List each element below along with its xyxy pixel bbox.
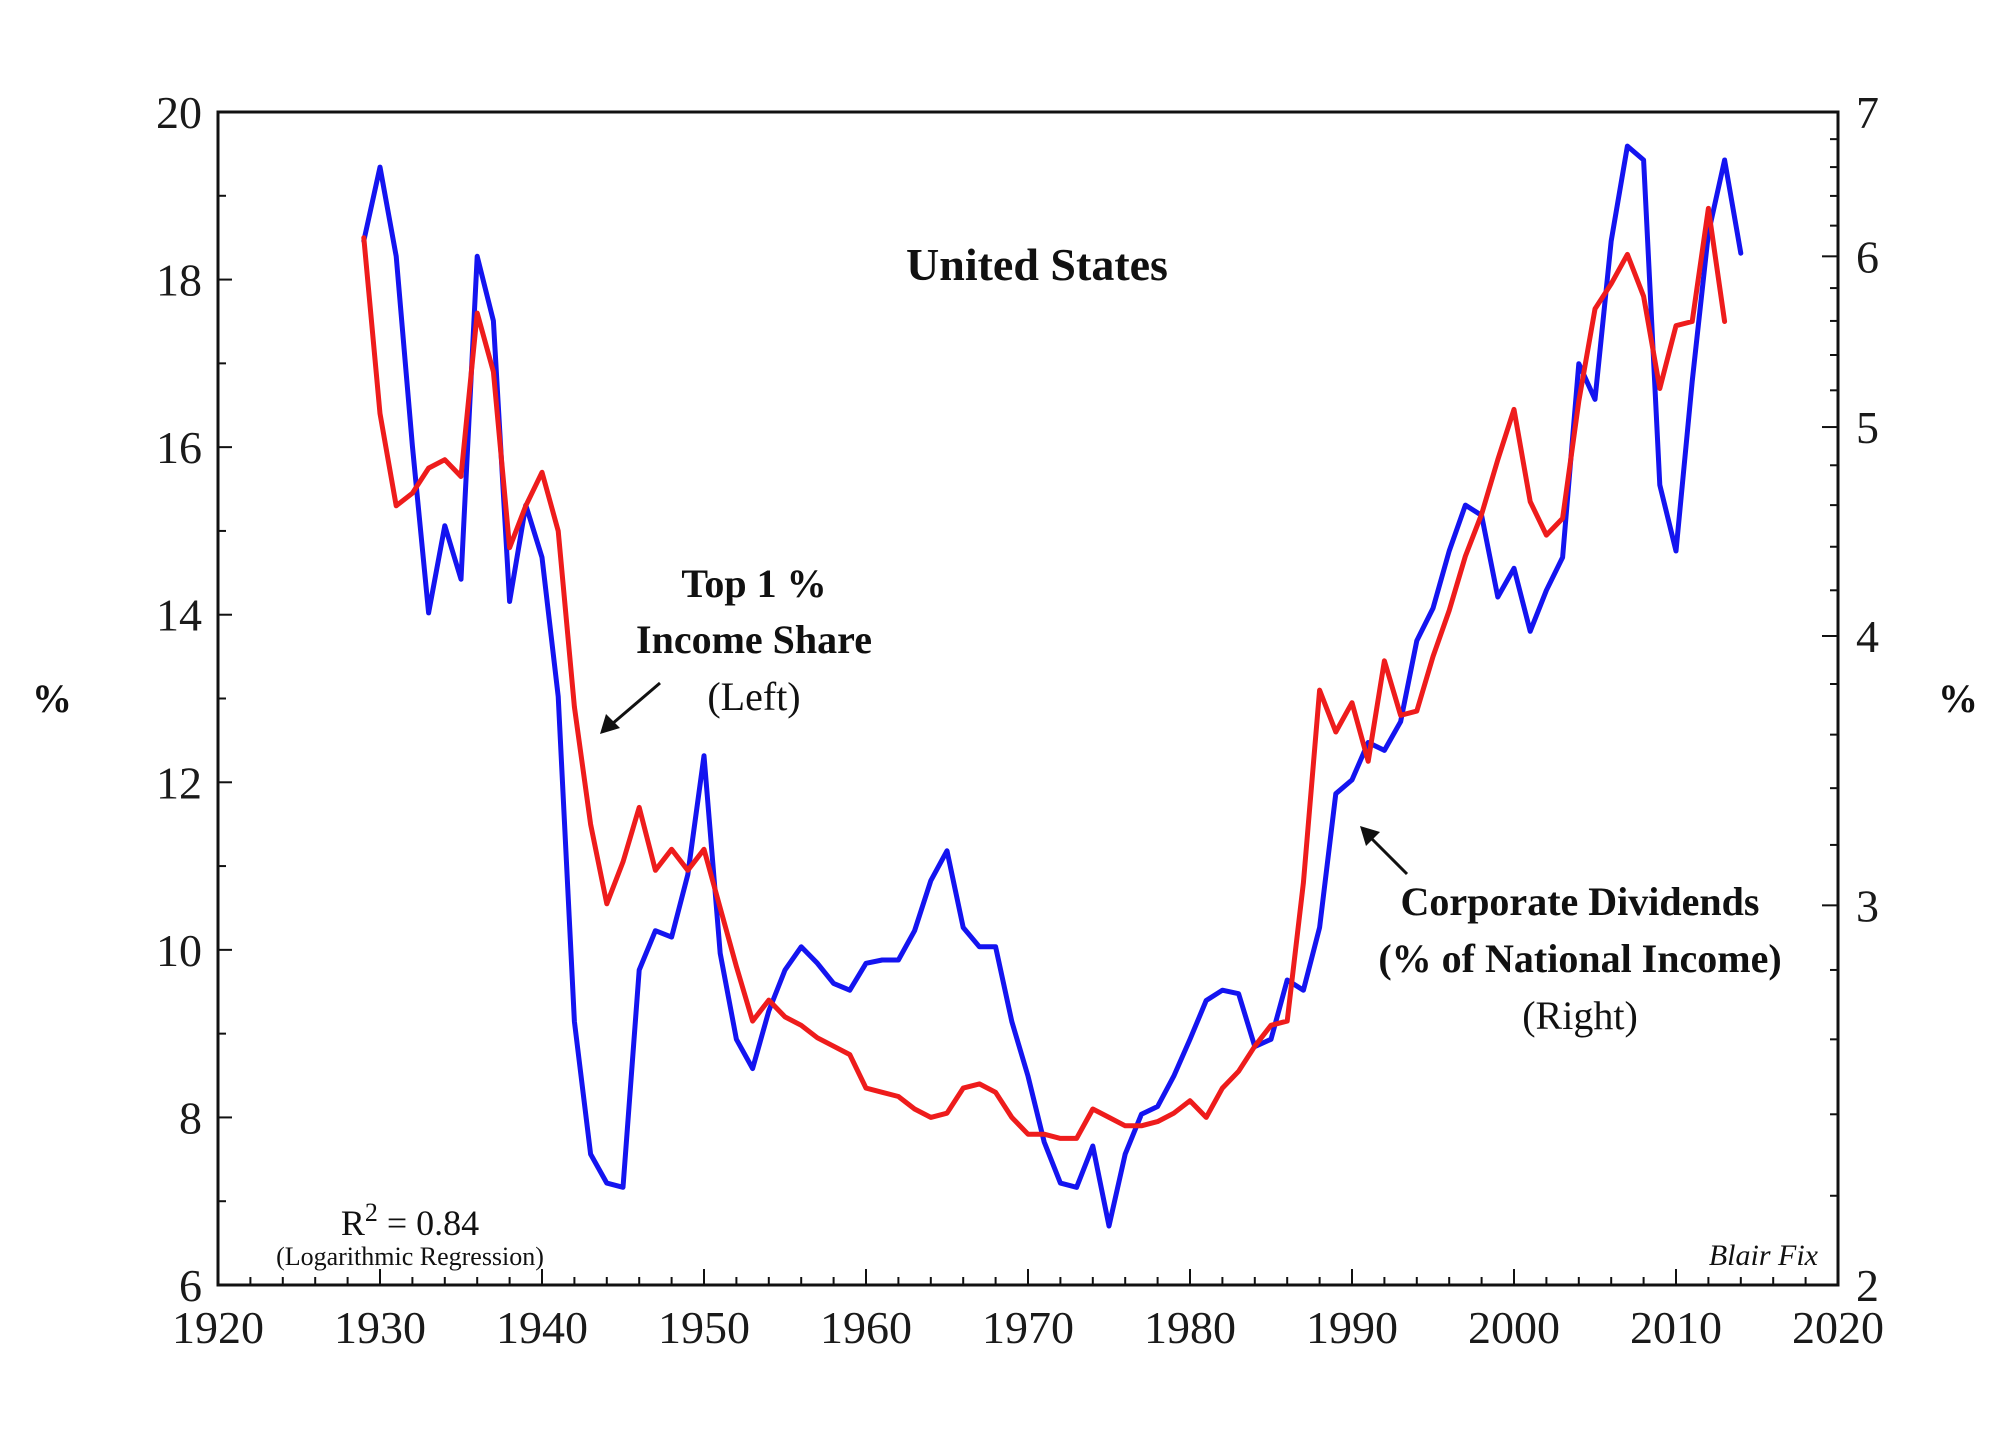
left-tick-label: 16 [156,422,202,473]
top1-income-share-line [361,205,1728,1141]
x-tick-label: 1950 [658,1302,750,1353]
right-tick-label: 6 [1856,231,1879,282]
right-tick-label: 3 [1856,880,1879,931]
x-tick-label: 1970 [982,1302,1074,1353]
x-tick-label: 2000 [1468,1302,1560,1353]
left-tick-label: 14 [156,590,202,641]
dividends-label-line1: Corporate Dividends [1401,879,1760,924]
right-tick-label: 4 [1856,611,1879,662]
right-tick-label: 7 [1856,87,1879,138]
left-tick-label: 8 [179,1092,202,1143]
credit: Blair Fix [1709,1239,1819,1272]
x-tick-label: 1990 [1306,1302,1398,1353]
top1-label-line2: Income Share [636,617,872,662]
x-tick-label: 2020 [1792,1302,1884,1353]
left-tick-label: 10 [156,925,202,976]
left-tick-label: 18 [156,255,202,306]
left-tick-label: 20 [156,87,202,138]
right-axis-unit: % [1938,676,1978,721]
right-axis-ticks: 2 3 4 5 6 7 [1822,87,1879,1311]
right-tick-label: 5 [1856,402,1879,453]
x-tick-label: 1980 [1144,1302,1236,1353]
top1-arrow-icon [600,681,661,734]
x-tick-label: 2010 [1630,1302,1722,1353]
left-tick-label: 6 [179,1260,202,1311]
r-squared: R2 = 0.84 [341,1198,479,1243]
regression-note: (Logarithmic Regression) [276,1242,544,1271]
x-axis-ticks: 1920 1930 1940 1950 1960 1970 1980 1990 2000 2010… [172,1269,1884,1353]
top1-label-line3: (Left) [707,674,800,719]
x-tick-label: 1930 [334,1302,426,1353]
chart-title: United States [906,239,1168,290]
left-tick-label: 12 [156,757,202,808]
dividends-arrow-icon [1360,826,1409,876]
x-tick-label: 1920 [172,1302,264,1353]
x-tick-label: 1940 [496,1302,588,1353]
right-tick-label: 2 [1856,1260,1879,1311]
left-axis-unit: % [32,676,72,721]
left-axis-ticks: 6 8 10 12 14 16 18 20 [156,87,232,1311]
x-tick-label: 1960 [820,1302,912,1353]
dividends-line [361,143,1744,1229]
dividends-label-line2: (% of National Income) [1378,936,1781,981]
dividends-label-line3: (Right) [1522,993,1638,1038]
top1-label-line1: Top 1 % [681,561,826,606]
plot-frame [216,110,1840,1287]
